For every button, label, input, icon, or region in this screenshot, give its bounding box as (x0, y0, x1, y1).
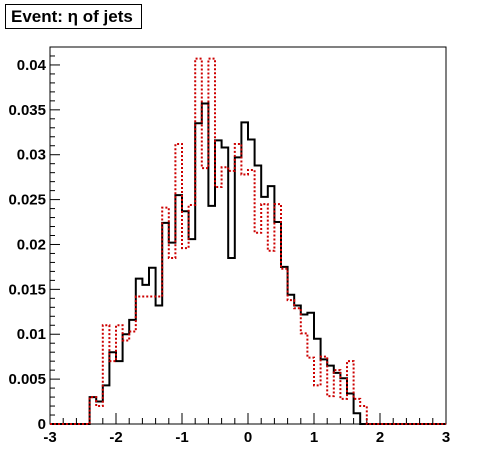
x-axis: -3 -2 -1 0 1 2 3 (43, 413, 450, 446)
x-tick-label: -1 (175, 429, 188, 446)
x-tick-label: 0 (244, 429, 252, 446)
y-tick-label: 0.035 (8, 102, 46, 119)
y-tick-label: 0.015 (8, 281, 46, 298)
chart-title-text: Event: η of jets (11, 6, 133, 26)
y-tick-label: 0.01 (17, 326, 46, 343)
y-tick-label: 0.005 (8, 371, 46, 388)
x-tick-label: -2 (109, 429, 122, 446)
y-tick-label: 0 (38, 416, 46, 433)
y-axis: 0 0.005 0.01 0.015 0.02 0.025 0.03 0.035 0.04 (8, 46, 60, 433)
histogram-series (50, 57, 446, 425)
y-tick-label: 0.02 (17, 236, 46, 253)
y-tick-label: 0.04 (17, 57, 47, 74)
x-tick-label: 3 (442, 429, 450, 446)
y-tick-label: 0.025 (8, 192, 46, 209)
series-solid-black (50, 102, 446, 425)
x-tick-label: -3 (43, 429, 56, 446)
chart-title: Event: η of jets (5, 4, 142, 29)
y-tick-label: 0.03 (17, 147, 46, 164)
x-tick-label: 1 (310, 429, 318, 446)
x-tick-label: 2 (376, 429, 384, 446)
series-dotted-red (50, 57, 446, 425)
